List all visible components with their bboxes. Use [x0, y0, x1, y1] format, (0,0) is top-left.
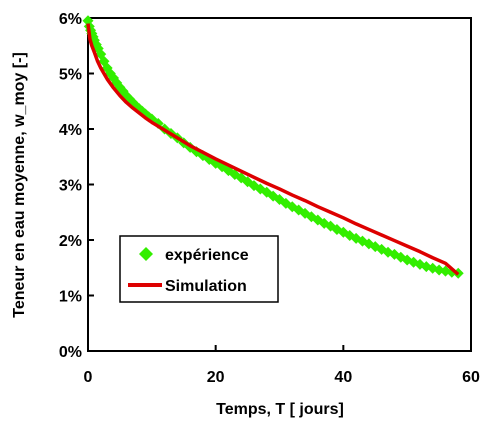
y-tick-label: 1% [59, 289, 82, 306]
y-tick-label: 6% [59, 11, 82, 28]
legend: expérience Simulation [119, 235, 279, 303]
x-tick-label: 0 [84, 369, 93, 386]
simulation-line [86, 23, 460, 276]
x-tick-label: 60 [462, 369, 480, 386]
experience-point [248, 180, 260, 192]
legend-label-experience: expérience [165, 247, 249, 264]
series-group [82, 15, 464, 279]
y-tick-label: 2% [59, 233, 82, 250]
x-tick-label: 40 [334, 369, 352, 386]
y-tick-label: 3% [59, 178, 82, 195]
x-axis-title: Temps, T [ jours] [216, 401, 344, 418]
y-tick-label: 5% [59, 67, 82, 84]
x-tick-label: 20 [207, 369, 225, 386]
legend-label-simulation: Simulation [165, 278, 247, 295]
legend-box [119, 235, 279, 303]
y-tick-label: 0% [59, 344, 82, 361]
legend-marker-experience [139, 247, 153, 261]
axis-ticks: 0% 1% 2% 3% 4% 5% 6% 0 20 40 60 [59, 11, 480, 386]
y-tick-label: 4% [59, 122, 82, 139]
y-axis-title: Teneur en eau moyenne, w_moy [-] [11, 52, 28, 318]
